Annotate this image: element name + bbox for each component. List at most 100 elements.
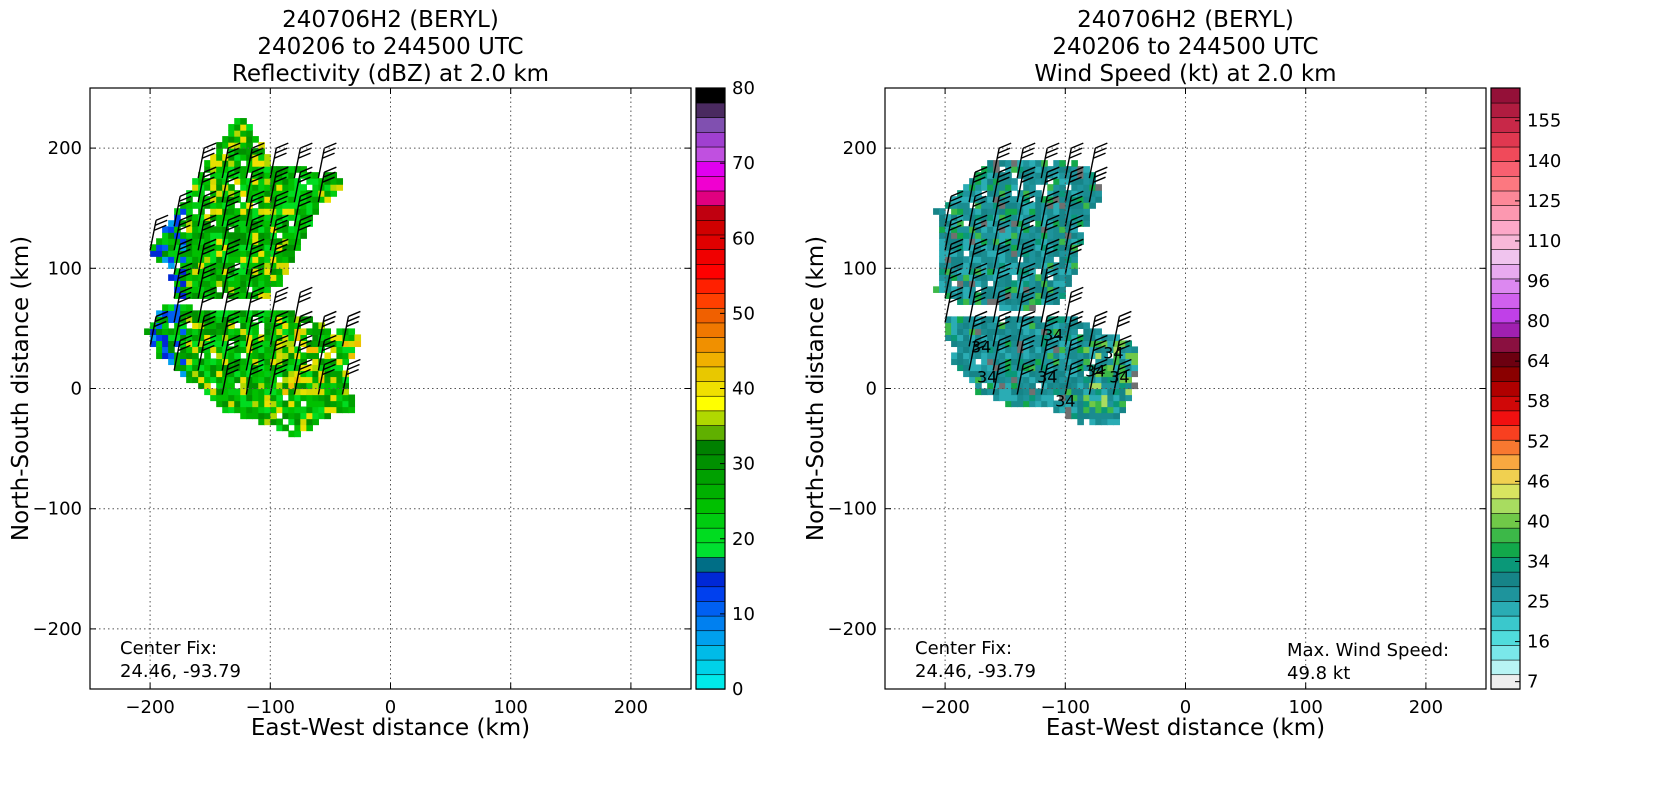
field-cell	[1035, 190, 1042, 197]
field-cell	[306, 220, 313, 227]
field-cell	[975, 202, 982, 209]
field-cell	[1023, 250, 1030, 257]
field-cell	[1041, 214, 1048, 221]
field-cell	[957, 274, 964, 281]
field-cell	[324, 328, 331, 336]
wind-barb	[944, 214, 964, 251]
field-cell	[1035, 250, 1042, 257]
field-cell	[204, 250, 211, 257]
field-cell	[1005, 262, 1012, 269]
field-cell	[264, 226, 271, 233]
field-cell	[945, 226, 952, 233]
field-cell	[234, 280, 241, 287]
field-cell	[1125, 364, 1133, 372]
field-cell	[999, 238, 1006, 245]
field-cell	[1029, 352, 1036, 360]
field-cell	[969, 346, 976, 354]
field-cell	[204, 364, 211, 372]
wind-barb	[992, 190, 1012, 227]
field-cell	[1113, 334, 1120, 342]
field-cell	[294, 430, 301, 438]
colorbar-segment	[695, 395, 726, 412]
field-cell	[1131, 358, 1139, 366]
colorbar-segment	[695, 571, 726, 588]
field-cell	[276, 352, 283, 360]
field-cell	[1071, 394, 1078, 402]
colorbar-tick-label: 52	[1527, 431, 1550, 452]
field-cell	[1005, 172, 1012, 179]
field-cell	[993, 166, 1000, 173]
field-cell	[975, 256, 982, 263]
field-cell	[1011, 328, 1018, 336]
field-cell	[1065, 214, 1072, 221]
contour-label: 34	[1055, 392, 1075, 411]
field-cell	[234, 196, 241, 203]
field-cell	[993, 358, 1000, 366]
field-cell	[951, 238, 958, 245]
wind-barb	[1112, 358, 1132, 395]
field-cell	[336, 358, 344, 366]
field-cell	[957, 190, 964, 197]
field-cell	[234, 142, 241, 149]
field-cell	[192, 280, 199, 287]
field-cell	[969, 214, 976, 221]
field-cell	[1083, 202, 1090, 209]
field-cell	[300, 358, 307, 366]
field-cell	[1077, 358, 1084, 366]
field-cell	[336, 370, 344, 378]
field-cell	[999, 160, 1006, 167]
field-cell	[969, 334, 976, 342]
wind-barb	[1064, 334, 1084, 371]
field-cell	[228, 262, 235, 269]
colorbar-segment	[1490, 630, 1521, 646]
wind-barb	[245, 238, 265, 275]
field-cell	[1053, 178, 1060, 185]
field-cell	[282, 346, 289, 354]
field-cell	[1107, 400, 1114, 408]
field-cell	[1125, 346, 1133, 354]
field-cell	[336, 400, 344, 408]
field-cell	[150, 340, 157, 348]
field-cell	[963, 244, 970, 251]
field-cell	[981, 370, 988, 378]
field-cell	[1065, 244, 1072, 251]
field-cell	[1071, 262, 1078, 269]
colorbar-tick-label: 60	[732, 228, 755, 249]
field-cell	[234, 274, 241, 281]
field-cell	[957, 220, 964, 227]
field-cell	[1095, 388, 1102, 396]
field-cell	[1083, 400, 1090, 408]
field-cell	[318, 346, 325, 354]
field-cell	[993, 286, 1000, 293]
colorbar-segment	[1490, 439, 1521, 456]
field-cell	[1041, 220, 1048, 227]
field-cell	[252, 154, 259, 161]
field-cell	[969, 274, 976, 281]
field-cell	[210, 178, 217, 185]
field-cell	[1029, 364, 1036, 372]
field-cell	[282, 358, 289, 366]
field-cell	[234, 160, 241, 167]
field-cell	[1059, 214, 1066, 221]
field-cell	[975, 376, 982, 384]
field-cell	[258, 406, 265, 414]
field-cell	[222, 244, 229, 251]
field-cell	[1047, 322, 1054, 329]
field-cell	[993, 268, 1000, 275]
field-cell	[939, 250, 946, 257]
field-cell	[981, 376, 988, 384]
field-cell	[198, 340, 205, 348]
field-cell	[330, 376, 338, 384]
field-cell	[222, 136, 229, 143]
field-cell	[1113, 370, 1120, 378]
field-cell	[270, 400, 277, 408]
field-cell	[264, 238, 271, 245]
colorbar-tick-label: 7	[1527, 672, 1538, 693]
field-cell	[258, 400, 265, 408]
field-cell	[168, 220, 175, 227]
field-cell	[1053, 214, 1060, 221]
field-cell	[270, 172, 277, 179]
field-cell	[258, 196, 265, 203]
wind-barb	[944, 262, 964, 299]
field-cell	[222, 346, 229, 354]
